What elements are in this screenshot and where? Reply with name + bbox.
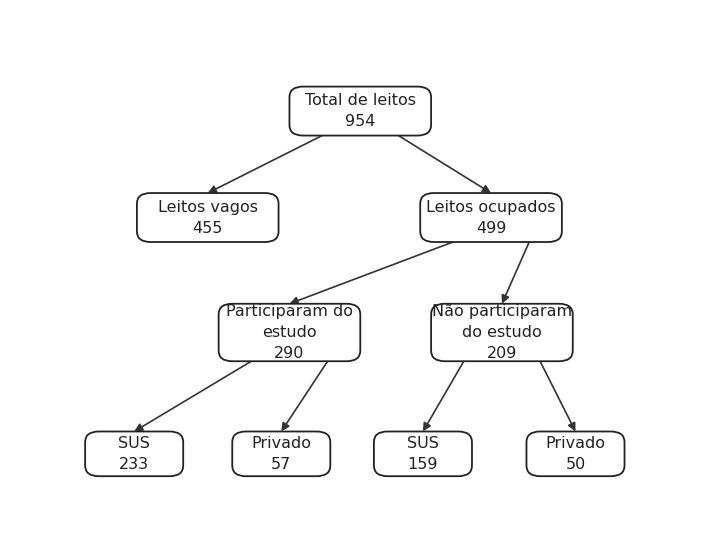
Text: Não participaram
do estudo
209: Não participaram do estudo 209 [432, 304, 572, 361]
Text: SUS
233: SUS 233 [118, 436, 150, 472]
FancyBboxPatch shape [219, 304, 361, 361]
FancyBboxPatch shape [290, 87, 431, 135]
FancyBboxPatch shape [137, 193, 278, 242]
FancyBboxPatch shape [527, 431, 624, 476]
FancyBboxPatch shape [232, 431, 330, 476]
FancyBboxPatch shape [431, 304, 573, 361]
Text: SUS
159: SUS 159 [407, 436, 439, 472]
Text: Participaram do
estudo
290: Participaram do estudo 290 [226, 304, 353, 361]
Text: Privado
57: Privado 57 [251, 436, 311, 472]
FancyBboxPatch shape [420, 193, 562, 242]
FancyBboxPatch shape [85, 431, 183, 476]
Text: Total de leitos
954: Total de leitos 954 [305, 93, 415, 129]
Text: Privado
50: Privado 50 [546, 436, 605, 472]
Text: Leitos vagos
455: Leitos vagos 455 [157, 200, 258, 236]
Text: Leitos ocupados
499: Leitos ocupados 499 [426, 200, 556, 236]
FancyBboxPatch shape [374, 431, 472, 476]
